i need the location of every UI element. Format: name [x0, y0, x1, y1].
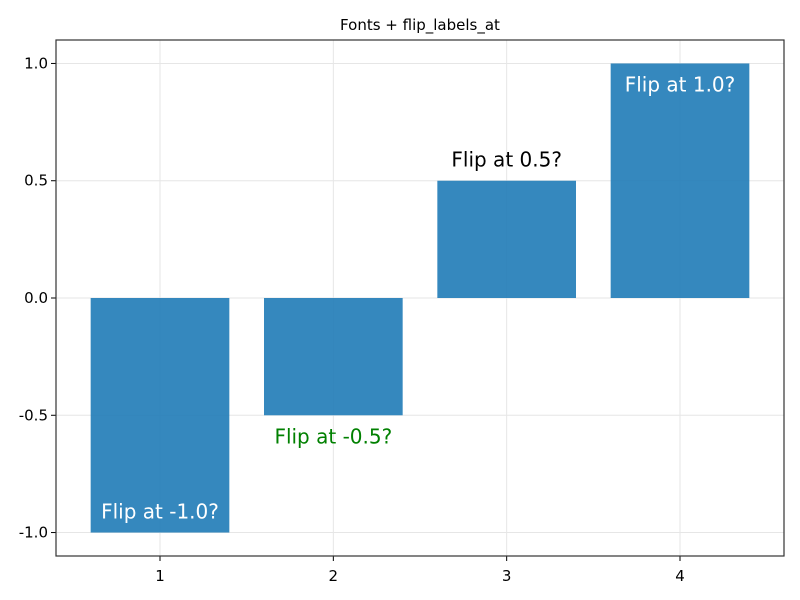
bar-labels: Flip at -1.0? Flip at -0.5? Flip at 0.5? Fl…	[101, 72, 735, 523]
x-tick-label: 4	[675, 567, 685, 585]
chart-title: Fonts + flip_labels_at	[340, 16, 500, 35]
bar	[90, 298, 230, 533]
y-tick-label: 0.0	[24, 289, 48, 307]
bar-label: Flip at 1.0?	[625, 72, 736, 96]
y-tick-label: 0.5	[24, 172, 48, 190]
y-tick-label: -1.0	[19, 524, 48, 542]
bar	[437, 180, 576, 298]
bar	[264, 298, 403, 416]
bar-label: Flip at 0.5?	[451, 148, 562, 172]
y-axis-ticks: -1.0 -0.5 0.0 0.5 1.0	[19, 54, 56, 542]
y-tick-label: -0.5	[19, 406, 48, 424]
x-tick-label: 1	[155, 567, 165, 585]
bar	[610, 63, 750, 298]
x-axis-ticks: 1 2 3 4	[155, 556, 685, 585]
bar-label: Flip at -0.5?	[274, 424, 392, 448]
bars	[90, 63, 750, 533]
bar-label: Flip at -1.0?	[101, 500, 219, 524]
x-tick-label: 2	[329, 567, 339, 585]
x-tick-label: 3	[502, 567, 512, 585]
y-tick-label: 1.0	[24, 54, 48, 72]
plot-frame	[55, 39, 785, 557]
